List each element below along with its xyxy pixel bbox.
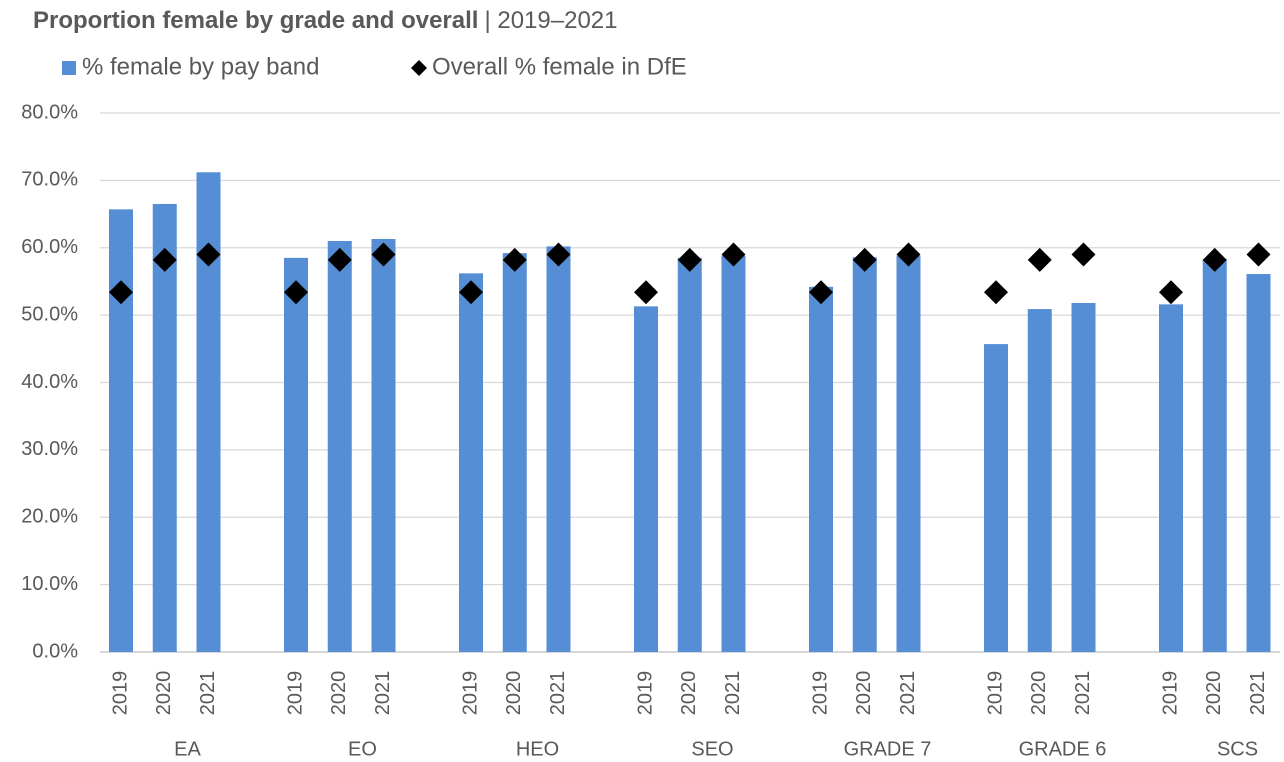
x-tick-label: 2019	[634, 671, 656, 716]
x-tick-label: 2019	[1159, 671, 1181, 716]
chart-title: Proportion female by grade and overall | …	[33, 7, 617, 34]
bar	[502, 253, 527, 652]
x-tick-label: 2020	[503, 671, 525, 716]
diamond-marker	[634, 280, 658, 305]
x-tick-label: 2020	[1028, 671, 1050, 716]
group-label: GRADE 7	[844, 738, 932, 760]
diamond-marker	[1159, 280, 1183, 305]
group-label: HEO	[516, 738, 559, 760]
diamond-marker	[721, 242, 746, 267]
diamond-marker	[984, 280, 1008, 305]
legend-label: % female by pay band	[82, 53, 319, 80]
y-tick-label: 60.0%	[21, 236, 78, 258]
x-tick-label: 2019	[109, 671, 131, 716]
diamond-marker	[896, 242, 921, 267]
diamond-marker	[1202, 247, 1227, 272]
diamond-marker	[196, 242, 221, 267]
group-label: SEO	[691, 738, 733, 760]
diamond-marker	[1027, 247, 1052, 272]
x-tick-label: 2019	[459, 671, 481, 716]
bar	[721, 255, 746, 652]
x-tick-label: 2021	[547, 671, 569, 716]
y-tick-label: 20.0%	[21, 506, 78, 528]
bar	[634, 306, 658, 652]
legend-label: Overall % female in DfE	[432, 53, 687, 80]
x-tick-label: 2021	[1247, 671, 1269, 716]
y-tick-label: 10.0%	[21, 573, 78, 595]
bar	[677, 257, 702, 652]
x-tick-label: 2021	[197, 671, 219, 716]
bar	[152, 203, 177, 653]
diamond-marker	[852, 247, 877, 272]
group-label: EA	[174, 738, 201, 760]
diamond-marker	[327, 247, 352, 272]
x-tick-label: 2020	[678, 671, 700, 716]
y-tick-label: 30.0%	[21, 438, 78, 460]
bar	[459, 273, 483, 652]
y-tick-label: 80.0%	[21, 101, 78, 123]
x-tick-label: 2019	[284, 671, 306, 716]
bar	[1246, 274, 1271, 652]
group-label: GRADE 6	[1019, 738, 1107, 760]
chart-title: Proportion female by grade and overall	[33, 7, 478, 34]
x-tick-label: 2019	[984, 671, 1006, 716]
bar	[327, 241, 352, 652]
y-tick-label: 0.0%	[32, 640, 78, 662]
y-tick-label: 50.0%	[21, 303, 78, 325]
y-tick-label: 40.0%	[21, 371, 78, 393]
bar	[1159, 304, 1183, 652]
bar	[546, 246, 571, 652]
diamond-marker	[152, 247, 177, 272]
x-tick-label: 2021	[722, 671, 744, 716]
x-tick-label: 2019	[809, 671, 831, 716]
diamond-marker	[109, 280, 133, 305]
bar	[896, 255, 921, 652]
diamond-marker	[677, 247, 702, 272]
bar	[984, 344, 1008, 652]
x-tick-label: 2021	[897, 671, 919, 716]
x-tick-label: 2020	[1203, 671, 1225, 716]
diamond-marker	[1246, 242, 1271, 267]
bar	[1202, 259, 1227, 652]
x-tick-label: 2021	[372, 671, 394, 716]
legend-swatch	[62, 61, 76, 75]
y-tick-label: 70.0%	[21, 169, 78, 191]
diamond-marker	[546, 242, 571, 267]
diamond-marker	[371, 242, 396, 267]
bar	[809, 286, 833, 652]
group-label: SCS	[1217, 738, 1258, 760]
bar	[1027, 309, 1052, 652]
chart-subtitle: | 2019–2021	[484, 7, 617, 34]
diamond-marker	[1071, 242, 1096, 267]
diamond-marker	[459, 280, 483, 305]
diamond-marker	[284, 280, 308, 305]
bar	[284, 257, 308, 652]
x-tick-label: 2020	[853, 671, 875, 716]
x-tick-label: 2020	[153, 671, 175, 716]
bar	[109, 209, 133, 652]
x-tick-label: 2020	[328, 671, 350, 716]
x-tick-label: 2021	[1072, 671, 1094, 716]
diamond-marker	[809, 280, 833, 305]
diamond-marker	[502, 247, 527, 272]
group-label: EO	[348, 738, 377, 760]
bar	[371, 238, 396, 652]
legend-swatch	[411, 60, 427, 76]
bar	[1071, 302, 1096, 652]
bar	[852, 257, 877, 652]
